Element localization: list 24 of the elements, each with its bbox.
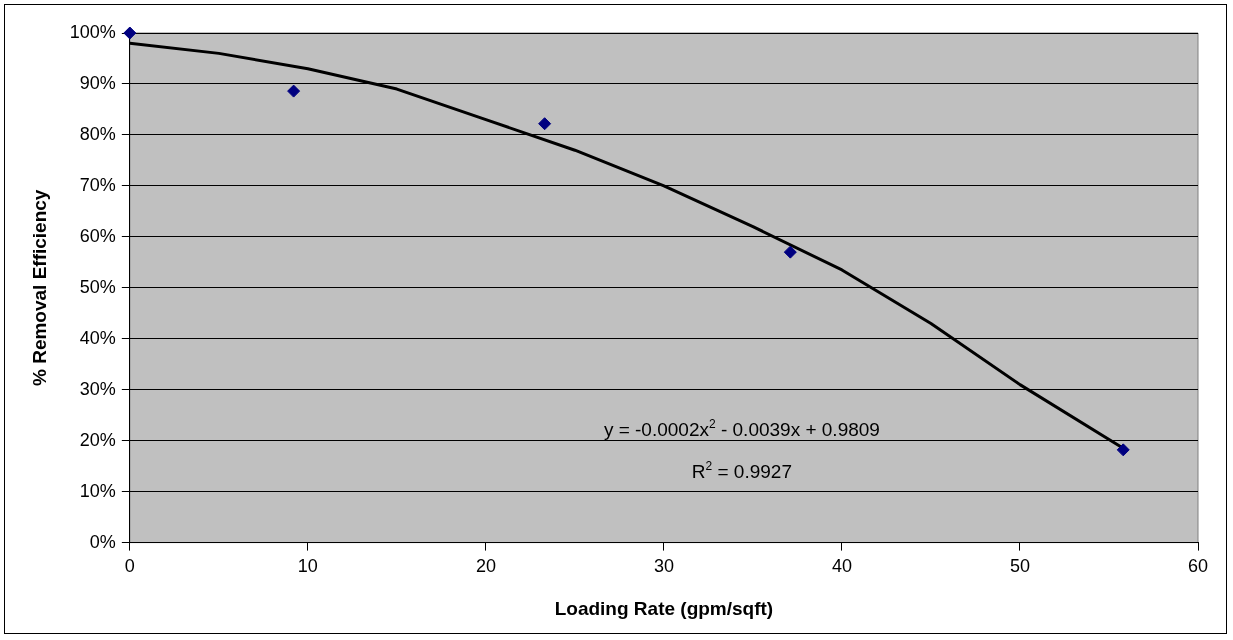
x-tick-label: 30 [653,556,674,577]
y-tick-label: 50% [79,276,116,297]
x-tick-label: 10 [297,556,318,577]
point [783,245,797,259]
x-tick-label: 40 [831,556,852,577]
y-axis-title: % Removal Efficiency [28,189,50,387]
y-tick-label: 0% [89,531,116,552]
point [1116,443,1130,457]
y-tick-label: 10% [79,480,116,501]
x-axis-title: Loading Rate (gpm/sqft) [554,597,774,619]
y-tick-label: 100% [69,21,116,42]
y-tick-label: 20% [79,429,116,450]
y-tick-label: 40% [79,327,116,348]
x-tick-label: 20 [475,556,496,577]
y-tick-label: 80% [79,123,116,144]
x-tick-label: 0 [124,556,135,577]
x-tick-label: 50 [1009,556,1030,577]
y-tick-label: 60% [79,225,116,246]
x-tick-label: 60 [1187,556,1209,577]
y-tick-label: 90% [79,72,116,93]
y-tick-label: 30% [79,378,116,399]
point [287,84,301,98]
point [538,117,552,131]
y-tick-label: 70% [79,174,116,195]
